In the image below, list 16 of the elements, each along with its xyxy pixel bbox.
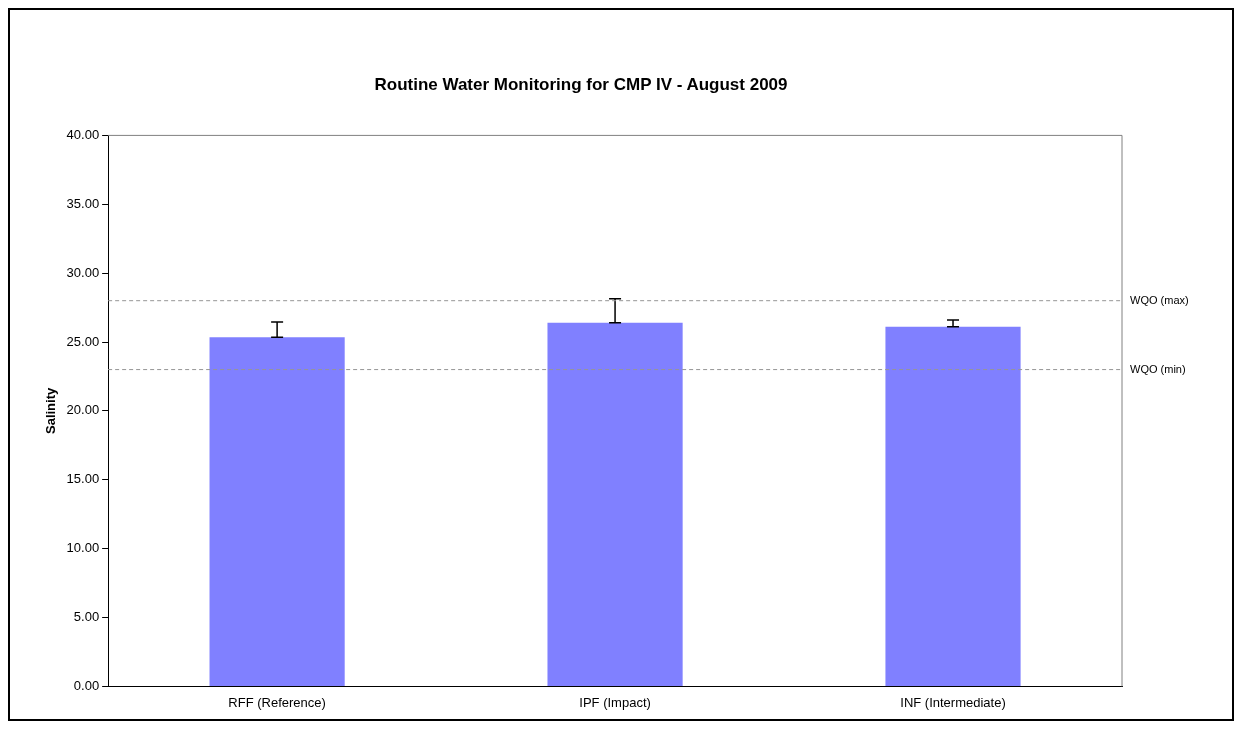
y-tick-label: 10.00 [66, 540, 100, 556]
y-tick-label: 30.00 [66, 264, 100, 280]
y-tick-label: 35.00 [66, 195, 100, 211]
x-tick-label: IPF (Impact) [579, 694, 651, 710]
y-tick-label: 5.00 [73, 609, 100, 625]
chart-title: Routine Water Monitoring for CMP IV - August 2009 [374, 74, 788, 94]
y-tick-label: 20.00 [66, 402, 100, 418]
y-tick-label: 0.00 [73, 677, 100, 693]
ref-line-label: WQO (min) [1130, 362, 1186, 375]
y-axis-title: Salinity [43, 387, 59, 435]
y-tick-label: 15.00 [66, 471, 100, 487]
x-tick-label: RFF (Reference) [228, 694, 326, 710]
y-tick-label: 25.00 [66, 333, 100, 349]
y-tick-label: 40.00 [66, 126, 100, 142]
ref-line-label: WQO (max) [1130, 293, 1189, 306]
x-tick-label: INF (Intermediate) [900, 694, 1006, 710]
